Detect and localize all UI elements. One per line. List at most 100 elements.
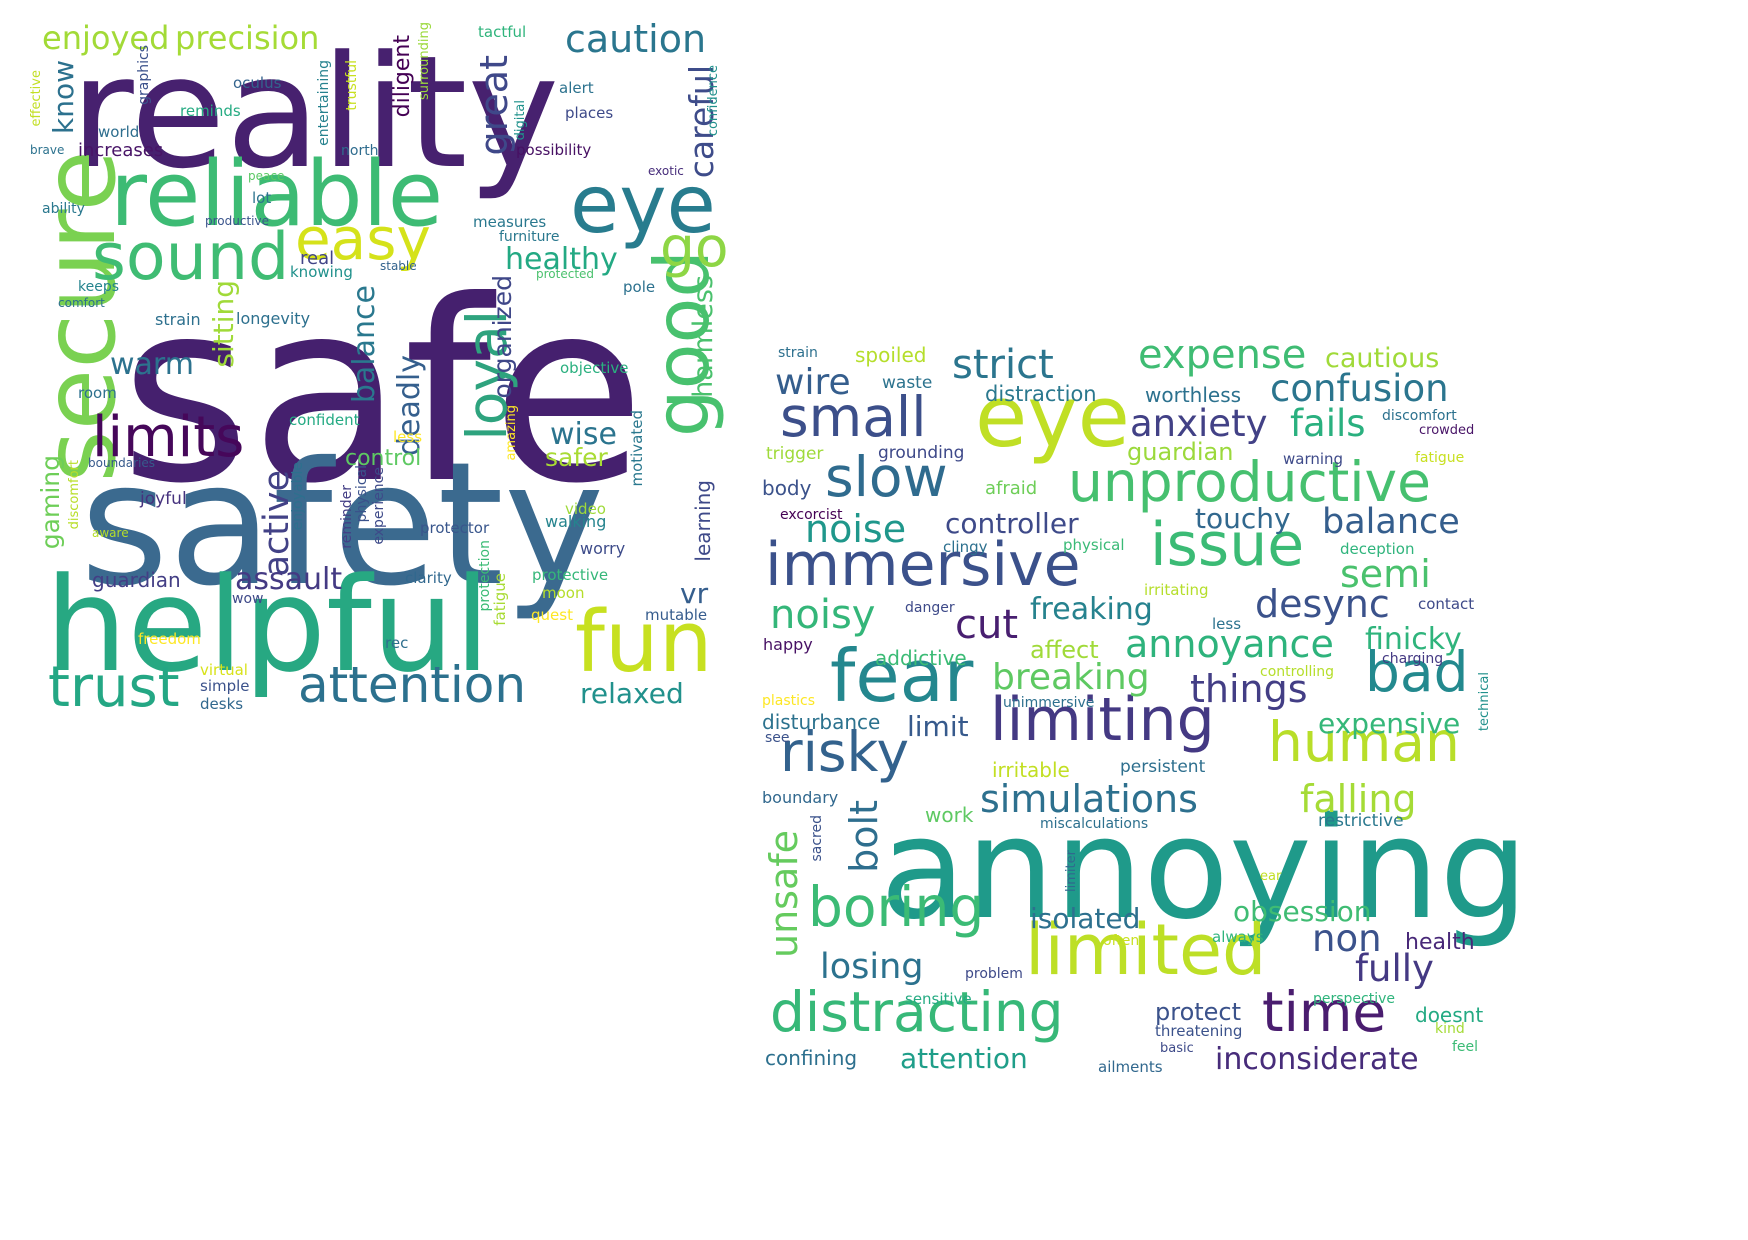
word-always: always [1212, 928, 1264, 946]
word-mutable: mutable [645, 606, 708, 624]
word-walking: walking [545, 512, 607, 531]
word-reality: reality [70, 22, 560, 203]
word-cautious: cautious [1325, 343, 1440, 374]
word-relaxed: relaxed [580, 677, 684, 710]
word-freaking: freaking [1030, 592, 1153, 627]
word-contact: contact [1418, 595, 1475, 613]
word-human: human [1268, 710, 1460, 774]
word-protective: protective [532, 566, 609, 584]
word-physical: physical [1063, 536, 1125, 554]
word-room: room [78, 384, 117, 402]
word-irritable: irritable [992, 758, 1070, 782]
word-controlling: controlling [1260, 664, 1335, 680]
word-falling: falling [1300, 777, 1417, 821]
word-safe: safe [120, 247, 646, 538]
word-alert: alert [559, 79, 594, 97]
word-warning: warning [1283, 450, 1344, 468]
word-productive: productive [205, 214, 269, 228]
word-disturbance: disturbance [762, 710, 881, 734]
word-unimmersive: unimmersive [1003, 695, 1095, 711]
word-noise: noise [805, 507, 907, 551]
word-stable: stable [380, 259, 417, 273]
word-longevity: longevity [236, 309, 311, 328]
word-worry: worry [580, 539, 626, 558]
word-sensitive: sensitive [905, 990, 972, 1008]
word-tactful: tactful [478, 23, 527, 41]
word-bad: bad [1365, 640, 1469, 704]
word-feel: feel [1452, 1039, 1479, 1055]
word-less: less [393, 428, 423, 446]
word-protect: protect [1155, 998, 1242, 1026]
word-fully: fully [1355, 947, 1434, 990]
word-ear: ear [1260, 869, 1282, 884]
word-basic: basic [1160, 1041, 1194, 1056]
word-finicky: finicky [1365, 622, 1462, 657]
word-trust: trust [48, 655, 180, 720]
word-worthless: worthless [1145, 383, 1242, 407]
word-limited: limited [1025, 909, 1267, 991]
word-knowing: knowing [290, 263, 353, 281]
word-easy: easy [295, 205, 431, 273]
word-boundary: boundary [762, 788, 839, 807]
word-discomfort: discomfort [1382, 408, 1457, 424]
word-desks: desks [200, 695, 244, 713]
word-protector: protector [420, 519, 490, 537]
word-eye: eye [570, 158, 716, 251]
word-annoyance: annoyance [1125, 622, 1334, 666]
word-north: north [341, 143, 379, 159]
word-attention: attention [298, 656, 527, 714]
word-irritating: irritating [1144, 581, 1209, 599]
word-limit: limit [907, 710, 969, 743]
word-excorcist: excorcist [780, 507, 843, 523]
word-charging: charging [1382, 651, 1444, 667]
word-anxiety: anxiety [1130, 402, 1268, 445]
word-places: places [565, 104, 614, 122]
word-afraid: afraid [985, 478, 1038, 499]
word-increases: increases [78, 140, 164, 161]
word-expense: expense [1138, 332, 1307, 378]
word-ability: ability [42, 201, 85, 217]
word-kind: kind [1435, 1021, 1465, 1037]
word-simple: simple [200, 677, 250, 695]
word-boring: boring [808, 875, 985, 939]
word-cloud-left: safe safety reality helpful reliable secure fu… [0, 0, 790, 800]
word-guardian: guardian [1127, 438, 1234, 466]
word-brave: brave [30, 143, 65, 157]
word-deception: deception [1340, 540, 1415, 558]
word-go: go [660, 215, 729, 279]
word-assault: assault [235, 562, 343, 597]
word-issue: issue [1150, 510, 1305, 580]
word-peace: peace [248, 169, 285, 183]
word-distraction: distraction [985, 382, 1097, 406]
word-simulations: simulations [980, 777, 1198, 821]
word-noisy: noisy [770, 592, 876, 638]
word-furniture: furniture [499, 229, 560, 245]
word-precision: precision [175, 19, 320, 57]
word-problem: problem [965, 966, 1023, 982]
word-grounding: grounding [878, 443, 965, 463]
word-freedom: freedom [138, 630, 201, 648]
word-small: small [780, 385, 927, 449]
word-waste: waste [882, 373, 933, 393]
word-joyful: joyful [140, 489, 187, 509]
word-trigger: trigger [766, 444, 824, 464]
word-threatening: threatening [1155, 1022, 1243, 1040]
word-keeps: keeps [78, 279, 120, 295]
word-reliable: reliable [110, 142, 444, 247]
word-ailments: ailments [1098, 1058, 1163, 1076]
word-possibility: possibility [516, 141, 592, 159]
word-caution: caution [565, 17, 707, 61]
word-confining: confining [765, 1046, 858, 1070]
word-safer: safer [545, 443, 608, 472]
word-happy: happy [763, 635, 813, 654]
word-desync: desync [1255, 582, 1390, 626]
word-controller: controller [945, 507, 1079, 540]
word-spoiled: spoiled [855, 343, 927, 367]
word-world: world [98, 123, 140, 141]
word-eye: eye [975, 368, 1130, 467]
word-technical: technical [1477, 672, 1492, 732]
word-fatigue: fatigue [1415, 450, 1465, 466]
word-attention: attention [900, 1042, 1028, 1075]
word-strict: strict [952, 342, 1054, 388]
